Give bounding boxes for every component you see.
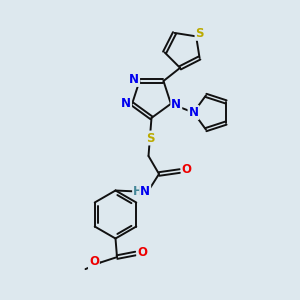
- Text: S: S: [196, 27, 204, 40]
- Text: N: N: [171, 98, 181, 111]
- Text: N: N: [188, 106, 199, 119]
- Text: H: H: [133, 185, 143, 198]
- Text: O: O: [89, 255, 99, 268]
- Text: N: N: [129, 73, 139, 86]
- Text: N: N: [140, 185, 150, 198]
- Text: O: O: [182, 163, 192, 176]
- Text: O: O: [137, 245, 147, 259]
- Text: N: N: [121, 97, 131, 110]
- Text: S: S: [146, 131, 154, 145]
